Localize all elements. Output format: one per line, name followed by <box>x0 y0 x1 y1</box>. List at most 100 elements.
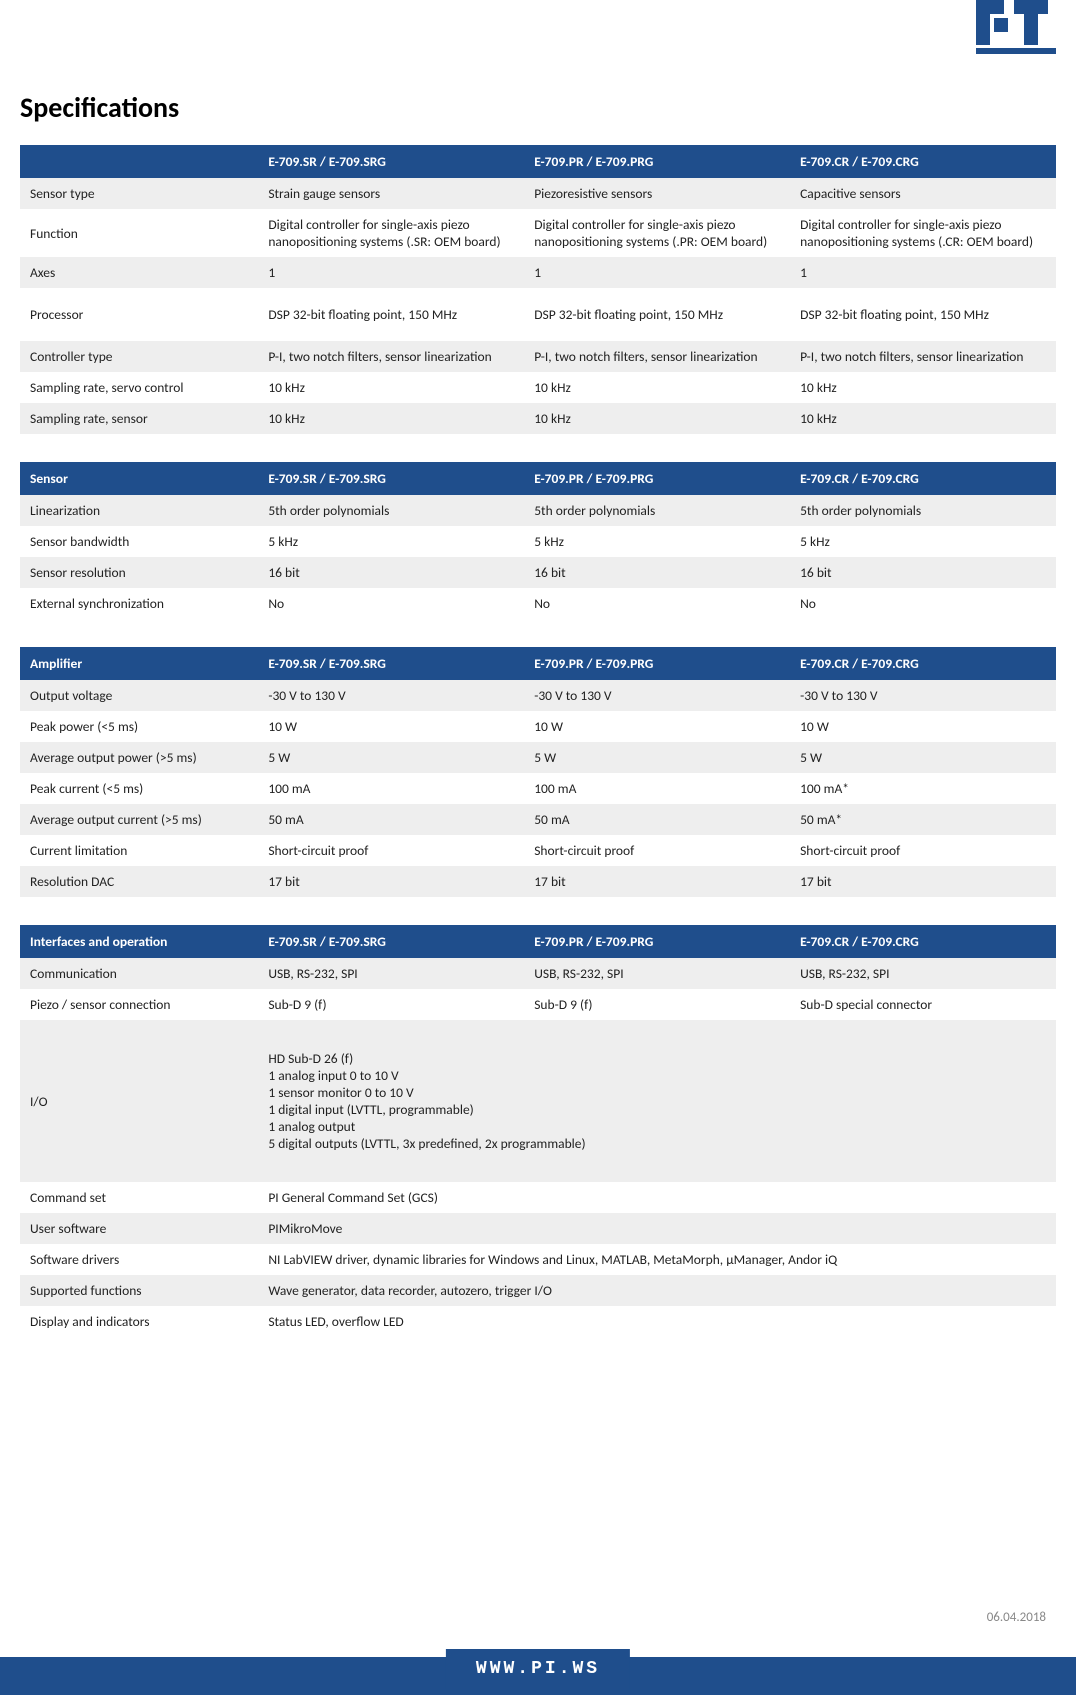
table-row: ProcessorDSP 32-bit floating point, 150 … <box>20 288 1056 341</box>
table-row: Command setPI General Command Set (GCS) <box>20 1182 1056 1213</box>
spec-table-2: AmplifierE-709.SR / E-709.SRGE-709.PR / … <box>20 647 1056 897</box>
row-value: Status LED, overflow LED <box>258 1306 1056 1337</box>
row-value: 1 <box>258 257 524 288</box>
row-value: 100 mA <box>524 773 790 804</box>
row-value: DSP 32-bit floating point, 150 MHz <box>258 288 524 341</box>
row-label: Peak current (<5 ms) <box>20 773 258 804</box>
row-value: Digital controller for single-axis piezo… <box>524 209 790 257</box>
row-value: 5th order polynomials <box>258 495 524 526</box>
row-label: Resolution DAC <box>20 866 258 897</box>
table-header-cell: Amplifier <box>20 647 258 680</box>
table-header-cell: E-709.CR / E-709.CRG <box>790 647 1056 680</box>
table-row: Controller typeP-I, two notch filters, s… <box>20 341 1056 372</box>
row-label: User software <box>20 1213 258 1244</box>
row-label: Axes <box>20 257 258 288</box>
row-label: Sensor bandwidth <box>20 526 258 557</box>
table-row: Current limitationShort-circuit proofSho… <box>20 835 1056 866</box>
row-value: 5 kHz <box>524 526 790 557</box>
row-value: 100 mA <box>258 773 524 804</box>
table-row: Supported functionsWave generator, data … <box>20 1275 1056 1306</box>
row-label: Function <box>20 209 258 257</box>
row-value: 10 kHz <box>524 403 790 434</box>
table-row: Sampling rate, sensor10 kHz10 kHz10 kHz <box>20 403 1056 434</box>
table-header-cell: E-709.PR / E-709.PRG <box>524 145 790 178</box>
row-value: No <box>790 588 1056 619</box>
table-row: Sensor bandwidth5 kHz5 kHz5 kHz <box>20 526 1056 557</box>
row-value: P-I, two notch filters, sensor lineariza… <box>790 341 1056 372</box>
row-value: 50 mA <box>258 804 524 835</box>
table-row: Axes111 <box>20 257 1056 288</box>
table-row: Peak current (<5 ms)100 mA100 mA100 mA* <box>20 773 1056 804</box>
row-value: PIMikroMove <box>258 1213 1056 1244</box>
table-row: Sensor resolution16 bit16 bit16 bit <box>20 557 1056 588</box>
table-header-cell: E-709.SR / E-709.SRG <box>258 462 524 495</box>
table-row: External synchronizationNoNoNo <box>20 588 1056 619</box>
table-header-cell: Interfaces and operation <box>20 925 258 958</box>
row-value: 16 bit <box>524 557 790 588</box>
row-value: 10 W <box>524 711 790 742</box>
row-value: P-I, two notch filters, sensor lineariza… <box>524 341 790 372</box>
table-row: Sensor typeStrain gauge sensorsPiezoresi… <box>20 178 1056 209</box>
row-value: Short-circuit proof <box>524 835 790 866</box>
row-value: DSP 32-bit floating point, 150 MHz <box>790 288 1056 341</box>
row-value: 1 <box>790 257 1056 288</box>
row-value: 100 mA* <box>790 773 1056 804</box>
table-row: Function Digital controller for single-ax… <box>20 209 1056 257</box>
table-header-cell: E-709.CR / E-709.CRG <box>790 462 1056 495</box>
footer-bar: WWW.PI.WS <box>0 1657 1076 1695</box>
row-value: P-I, two notch filters, sensor lineariza… <box>258 341 524 372</box>
table-row: Software driversNI LabVIEW driver, dynam… <box>20 1244 1056 1275</box>
table-row: I/OHD Sub-D 26 (f) 1 analog input 0 to 1… <box>20 1020 1056 1182</box>
row-label: Communication <box>20 958 258 989</box>
page-title: Specifications <box>20 90 1056 125</box>
row-value: 5th order polynomials <box>524 495 790 526</box>
row-label: Controller type <box>20 341 258 372</box>
row-label: I/O <box>20 1020 258 1182</box>
row-label: Software drivers <box>20 1244 258 1275</box>
row-value: 5 kHz <box>258 526 524 557</box>
row-label: Sensor type <box>20 178 258 209</box>
row-value: 1 <box>524 257 790 288</box>
table-row: Peak power (<5 ms)10 W10 W10 W <box>20 711 1056 742</box>
row-label: Sensor resolution <box>20 557 258 588</box>
row-value: -30 V to 130 V <box>258 680 524 711</box>
row-value: DSP 32-bit floating point, 150 MHz <box>524 288 790 341</box>
row-value: USB, RS-232, SPI <box>258 958 524 989</box>
document-date: 06.04.2018 <box>987 1610 1046 1625</box>
table-header-cell: E-709.CR / E-709.CRG <box>790 145 1056 178</box>
table-row: Linearization5th order polynomials5th or… <box>20 495 1056 526</box>
footer-url: WWW.PI.WS <box>446 1649 630 1689</box>
row-value: 10 kHz <box>524 372 790 403</box>
table-row: Piezo / sensor connectionSub-D 9 (f)Sub-… <box>20 989 1056 1020</box>
row-label: Linearization <box>20 495 258 526</box>
row-value: 10 kHz <box>258 403 524 434</box>
row-value: Strain gauge sensors <box>258 178 524 209</box>
row-value: -30 V to 130 V <box>524 680 790 711</box>
table-header-cell: E-709.SR / E-709.SRG <box>258 647 524 680</box>
row-value: 5 kHz <box>790 526 1056 557</box>
table-row: Average output current (>5 ms)50 mA50 mA… <box>20 804 1056 835</box>
row-label: Peak power (<5 ms) <box>20 711 258 742</box>
table-header-cell: E-709.SR / E-709.SRG <box>258 925 524 958</box>
table-header-cell: Sensor <box>20 462 258 495</box>
row-label: Average output power (>5 ms) <box>20 742 258 773</box>
row-value: 10 kHz <box>790 403 1056 434</box>
row-value: USB, RS-232, SPI <box>524 958 790 989</box>
row-value: 10 W <box>258 711 524 742</box>
row-value: -30 V to 130 V <box>790 680 1056 711</box>
row-value: 5 W <box>524 742 790 773</box>
row-value: Piezoresistive sensors <box>524 178 790 209</box>
row-value: Digital controller for single-axis piezo… <box>790 209 1056 257</box>
row-label: Display and indicators <box>20 1306 258 1337</box>
table-row: CommunicationUSB, RS-232, SPIUSB, RS-232… <box>20 958 1056 989</box>
row-value: 10 kHz <box>258 372 524 403</box>
row-value: 50 mA* <box>790 804 1056 835</box>
row-value: No <box>258 588 524 619</box>
table-row: Sampling rate, servo control10 kHz10 kHz… <box>20 372 1056 403</box>
row-label: Sampling rate, sensor <box>20 403 258 434</box>
row-label: Sampling rate, servo control <box>20 372 258 403</box>
row-value: Wave generator, data recorder, autozero,… <box>258 1275 1056 1306</box>
table-row: Output voltage-30 V to 130 V-30 V to 130… <box>20 680 1056 711</box>
row-label: Output voltage <box>20 680 258 711</box>
table-header-cell <box>20 145 258 178</box>
